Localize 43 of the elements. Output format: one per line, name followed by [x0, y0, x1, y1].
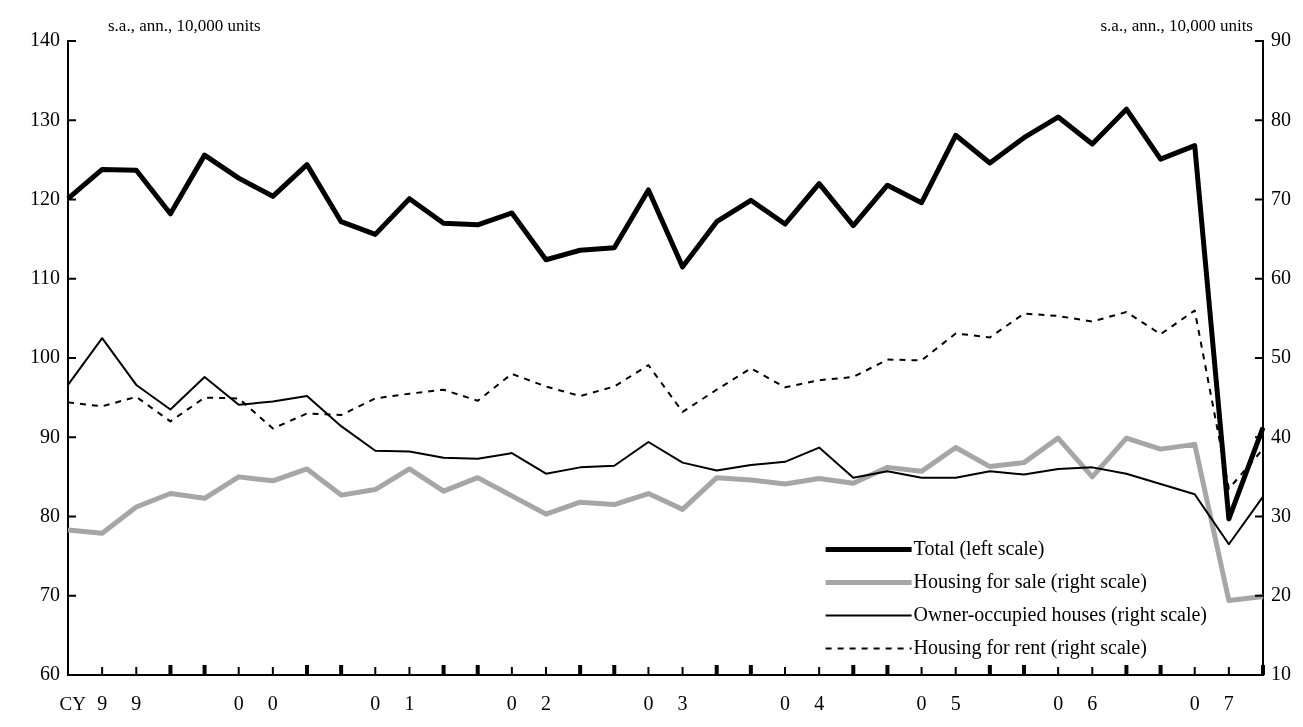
x-tick-label: 0 — [643, 692, 654, 715]
x-tick-label: 0 — [370, 692, 381, 715]
x-tick-label: 3 — [677, 692, 688, 715]
x-tick-label: 0 — [267, 692, 278, 715]
x-axis-title: CY — [59, 692, 87, 714]
y2-tick-label: 80 — [1271, 107, 1291, 130]
x-tick-label: 1 — [404, 692, 415, 715]
x-tick-label: 7 — [1223, 692, 1234, 715]
y2-tick-label: 40 — [1271, 424, 1291, 447]
y-tick-label: 70 — [40, 583, 60, 605]
x-tick-label: 2 — [541, 692, 551, 715]
y-tick-label: 60 — [40, 662, 60, 685]
y2-tick-label: 60 — [1271, 266, 1291, 288]
x-tick-label: 4 — [814, 692, 825, 715]
x-tick-label: 6 — [1087, 692, 1098, 715]
y2-tick-label: 90 — [1271, 28, 1291, 51]
y-tick-label: 90 — [40, 424, 60, 447]
y2-tick-label: 30 — [1271, 503, 1291, 526]
y-tick-label: 80 — [40, 503, 60, 526]
y2-tick-label: 70 — [1271, 186, 1291, 209]
y2-tick-label: 20 — [1271, 583, 1291, 605]
x-tick-label: 0 — [1053, 692, 1064, 715]
legend-label: Housing for rent (right scale) — [913, 635, 1147, 659]
y2-axis-title: s.a., ann., 10,000 units — [1100, 15, 1253, 35]
y-tick-label: 130 — [30, 107, 60, 130]
y-tick-label: 110 — [30, 266, 60, 288]
y-tick-label: 120 — [30, 186, 60, 209]
y2-tick-label: 10 — [1271, 662, 1291, 685]
x-tick-label: 9 — [97, 692, 108, 715]
x-tick-label: 0 — [780, 692, 790, 715]
y-axis-title: s.a., ann., 10,000 units — [108, 15, 261, 35]
y-tick-label: 140 — [30, 28, 60, 51]
y2-tick-label: 50 — [1271, 345, 1291, 368]
legend-label: Owner-occupied houses (right scale) — [913, 602, 1208, 626]
x-tick-label: 5 — [950, 692, 961, 715]
x-tick-label: 9 — [131, 692, 142, 715]
y-tick-label: 100 — [30, 345, 60, 368]
x-tick-label: 0 — [233, 692, 244, 715]
legend-label: Housing for sale (right scale) — [913, 569, 1147, 593]
x-tick-label: 0 — [506, 692, 517, 715]
legend-label: Total (left scale) — [913, 536, 1045, 560]
x-tick-label: 0 — [916, 692, 927, 715]
x-tick-label: 0 — [1189, 692, 1200, 715]
